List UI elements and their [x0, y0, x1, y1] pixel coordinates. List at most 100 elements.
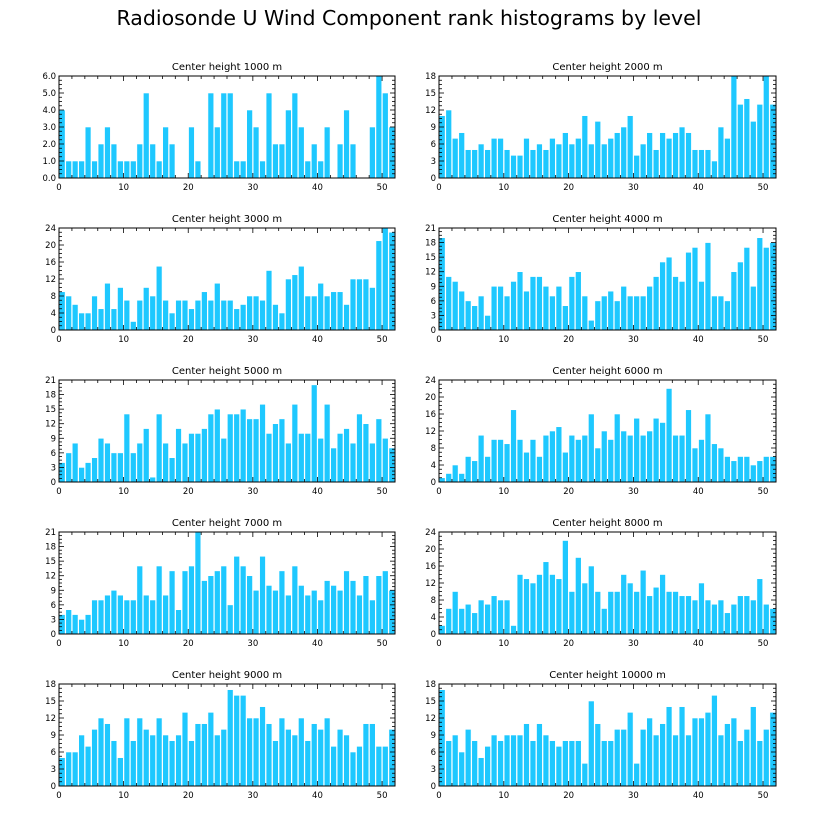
histogram-panel-9: Center height 9000 m 0 10 20 30 40 50 0 3 6 9 12 15 1…: [45, 670, 396, 801]
bar: [588, 319, 595, 331]
bar: [659, 574, 666, 635]
bar: [78, 467, 85, 483]
bar: [607, 740, 614, 787]
x-tick-label: 20: [563, 183, 574, 193]
bar: [633, 417, 640, 483]
bar: [220, 299, 227, 331]
bar: [503, 734, 511, 787]
bar: [575, 439, 582, 483]
bar: [143, 594, 150, 635]
bar: [323, 403, 331, 483]
y-tick-label: 21: [425, 224, 436, 234]
bar: [285, 442, 292, 483]
bar: [659, 132, 666, 179]
bar: [84, 462, 92, 483]
bar: [336, 589, 344, 635]
y-tick-label: 15: [425, 89, 436, 99]
bar: [246, 717, 253, 787]
bar: [362, 278, 370, 331]
x-tick-label: 10: [498, 487, 509, 497]
bar: [91, 599, 98, 635]
bar: [672, 734, 679, 787]
bar: [362, 575, 370, 635]
y-tick-label: 4.0: [42, 106, 56, 116]
bar: [724, 456, 731, 483]
bar: [601, 295, 608, 331]
bar: [477, 295, 485, 331]
y-tick-label: 9: [51, 586, 56, 596]
bar: [207, 299, 215, 331]
bar: [568, 276, 576, 331]
bar: [665, 256, 673, 331]
y-tick-label: 24: [425, 528, 436, 538]
bar: [317, 160, 324, 179]
x-tick-label: 0: [56, 183, 61, 193]
bar: [458, 132, 465, 179]
bar: [730, 271, 738, 331]
bar: [711, 295, 718, 331]
bar: [220, 729, 227, 787]
bar: [233, 160, 240, 179]
bar: [343, 304, 350, 331]
bar: [626, 295, 634, 331]
y-tick-label: 12: [45, 572, 56, 582]
y-tick-label: 15: [45, 557, 56, 567]
bar: [123, 160, 131, 179]
bar: [568, 143, 576, 179]
x-tick-label: 40: [693, 335, 704, 345]
bar: [601, 608, 608, 635]
bar: [549, 138, 556, 179]
bar: [704, 712, 712, 787]
bar: [562, 540, 569, 635]
bar: [136, 299, 143, 331]
bar: [439, 477, 446, 483]
panel-title: Center height 9000 m: [172, 670, 282, 681]
bar: [382, 746, 389, 787]
bar: [555, 746, 563, 787]
bar: [71, 751, 79, 787]
bar: [743, 595, 751, 635]
histogram-panel-6: Center height 6000 m 0 10 20 30 40 50 0 4 8 12 16 20…: [425, 366, 777, 497]
bar: [750, 599, 757, 635]
bar: [317, 599, 324, 635]
bar: [763, 247, 770, 331]
bar: [59, 462, 66, 483]
panel-title: Center height 1000 m: [172, 62, 282, 73]
bar: [490, 439, 498, 483]
bar: [168, 143, 176, 179]
bar: [168, 570, 176, 635]
bar: [626, 712, 634, 787]
bar: [471, 460, 478, 483]
x-tick-label: 40: [693, 183, 704, 193]
bar: [529, 740, 537, 787]
bar: [646, 132, 653, 179]
bar: [678, 706, 686, 787]
bar: [724, 138, 731, 179]
histogram-panel-3: Center height 3000 m 0 10 20 30 40 50 0 4 8 12 16 20…: [45, 214, 396, 345]
bar: [484, 149, 491, 179]
bar: [555, 285, 563, 331]
bar: [724, 612, 731, 635]
bar: [477, 434, 485, 483]
x-tick-label: 20: [183, 183, 194, 193]
bar: [227, 689, 234, 787]
bar: [594, 121, 601, 179]
bar: [549, 430, 556, 483]
y-tick-label: 3: [431, 157, 436, 167]
bar: [542, 434, 550, 483]
bar: [542, 734, 550, 787]
bar: [375, 240, 383, 331]
bar: [678, 281, 686, 331]
bar: [711, 603, 718, 635]
bar: [484, 315, 491, 331]
bar: [529, 582, 537, 635]
bar: [542, 561, 550, 635]
y-tick-label: 3: [51, 615, 56, 625]
y-tick-label: 21: [45, 376, 56, 386]
bar: [439, 237, 446, 331]
bar: [369, 126, 376, 179]
bar: [78, 734, 85, 787]
x-tick-label: 50: [377, 639, 388, 649]
bar: [685, 595, 692, 635]
